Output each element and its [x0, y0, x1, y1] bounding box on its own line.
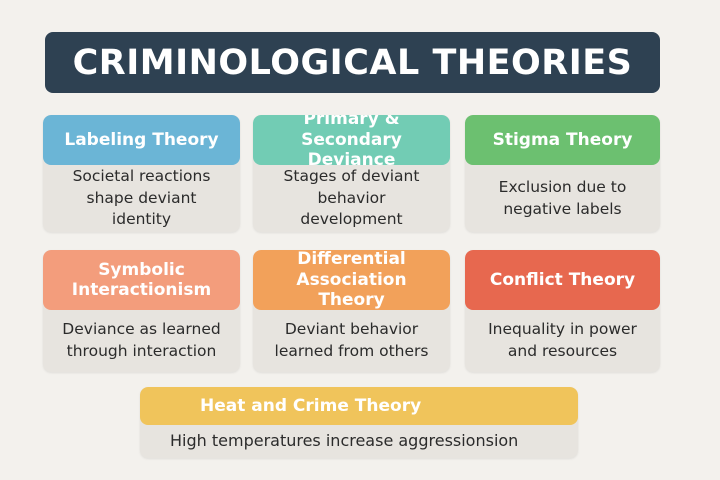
theory-card: Heat and Crime Theory High temperatures i…: [140, 387, 578, 458]
theory-card-title: Stigma Theory: [465, 115, 660, 165]
theory-card-description: High temperatures increase aggressionsio…: [170, 431, 519, 451]
page-title: CRIMINOLOGICAL THEORIES: [45, 32, 660, 93]
theory-card-description: Societal reactions shape deviant identit…: [72, 166, 211, 229]
theory-card: Differential Association Theory Deviant b…: [253, 250, 450, 372]
theory-card-description: Exclusion due to negative labels: [498, 177, 627, 218]
theory-card-title: Differential Association Theory: [253, 250, 450, 310]
theory-card-title: Labeling Theory: [43, 115, 240, 165]
theory-card: Primary & Secondary Deviance Stages of de…: [253, 115, 450, 232]
theory-card-title: Primary & Secondary Deviance: [253, 115, 450, 170]
theory-card-description: Stages of deviant behavior development: [283, 166, 420, 229]
theory-card-description: Deviance as learned through interaction: [62, 320, 221, 360]
theory-card-description: Inequality in power and resources: [488, 320, 637, 360]
theory-card: Symbolic Interactionism Deviance as learn…: [43, 250, 240, 372]
theory-card-title: Conflict Theory: [465, 250, 660, 310]
theory-card-title: Heat and Crime Theory: [140, 387, 578, 425]
theory-card: Conflict Theory Inequality in power and r…: [465, 250, 660, 372]
theory-card-title: Symbolic Interactionism: [43, 250, 240, 310]
theory-card: Labeling Theory Societal reactions shape …: [43, 115, 240, 232]
theory-card: Stigma Theory Exclusion due to negative l…: [465, 115, 660, 232]
theory-card-description: Deviant behavior learned from others: [274, 320, 429, 360]
